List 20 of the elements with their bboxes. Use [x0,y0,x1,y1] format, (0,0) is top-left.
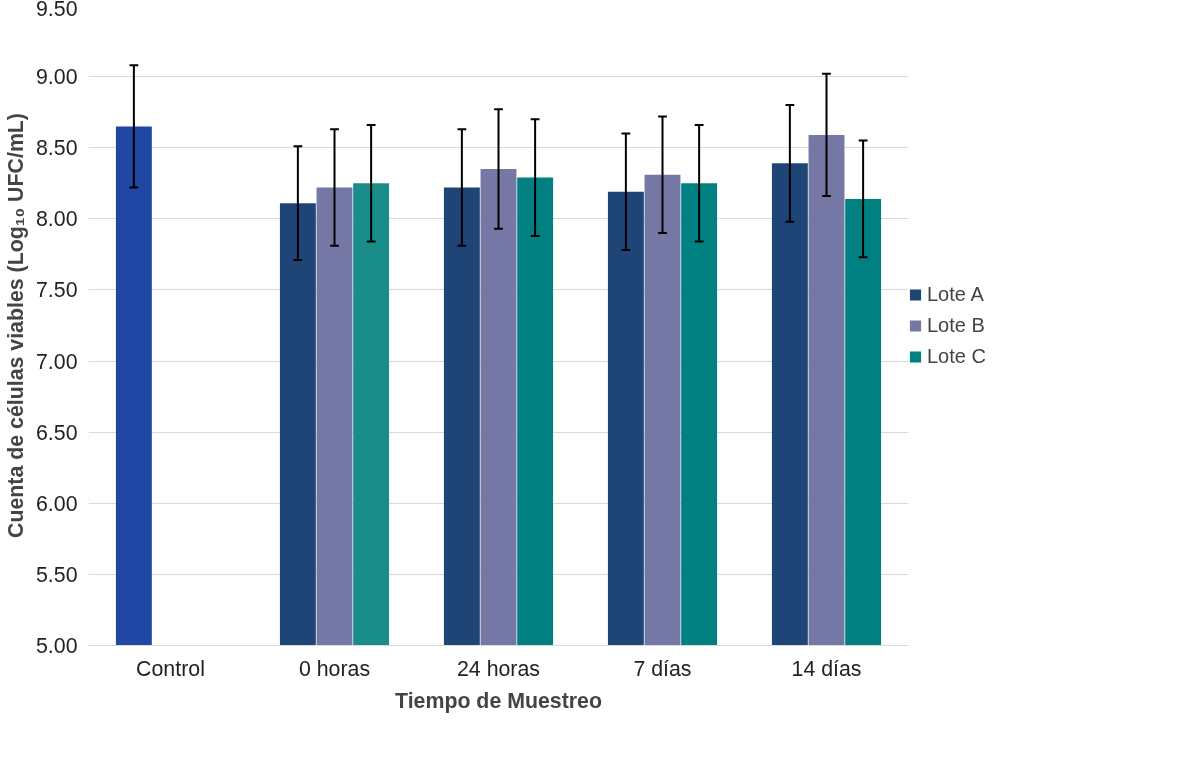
x-tick-label: 7 días [633,656,692,681]
y-tick-label: 9.50 [35,0,78,21]
legend-label: Lote B [927,313,985,337]
legend-label: Lote A [927,282,984,306]
y-tick-label: 6.00 [35,491,78,516]
x-tick-label: 0 horas [298,656,371,681]
y-axis-title: Cuenta de células viables (Log₁₀ UFC/mL) [3,113,28,538]
y-tick-label: 8.50 [35,136,78,161]
y-tick-label: 7.00 [35,349,78,374]
y-tick-label: 6.50 [35,420,78,445]
x-tick-label: 24 horas [457,656,541,681]
y-tick-label: 5.50 [35,562,78,587]
y-tick-label: 8.00 [35,207,78,232]
y-tick-label: 7.50 [35,278,78,303]
x-axis-title: Tiempo de Muestreo [395,688,603,713]
legend-label: Lote C [927,344,986,368]
y-tick-label: 9.00 [35,65,78,90]
x-tick-label: Control [136,656,205,681]
x-tick-label: 14 días [791,656,862,681]
y-tick-label: 5.00 [35,634,78,658]
